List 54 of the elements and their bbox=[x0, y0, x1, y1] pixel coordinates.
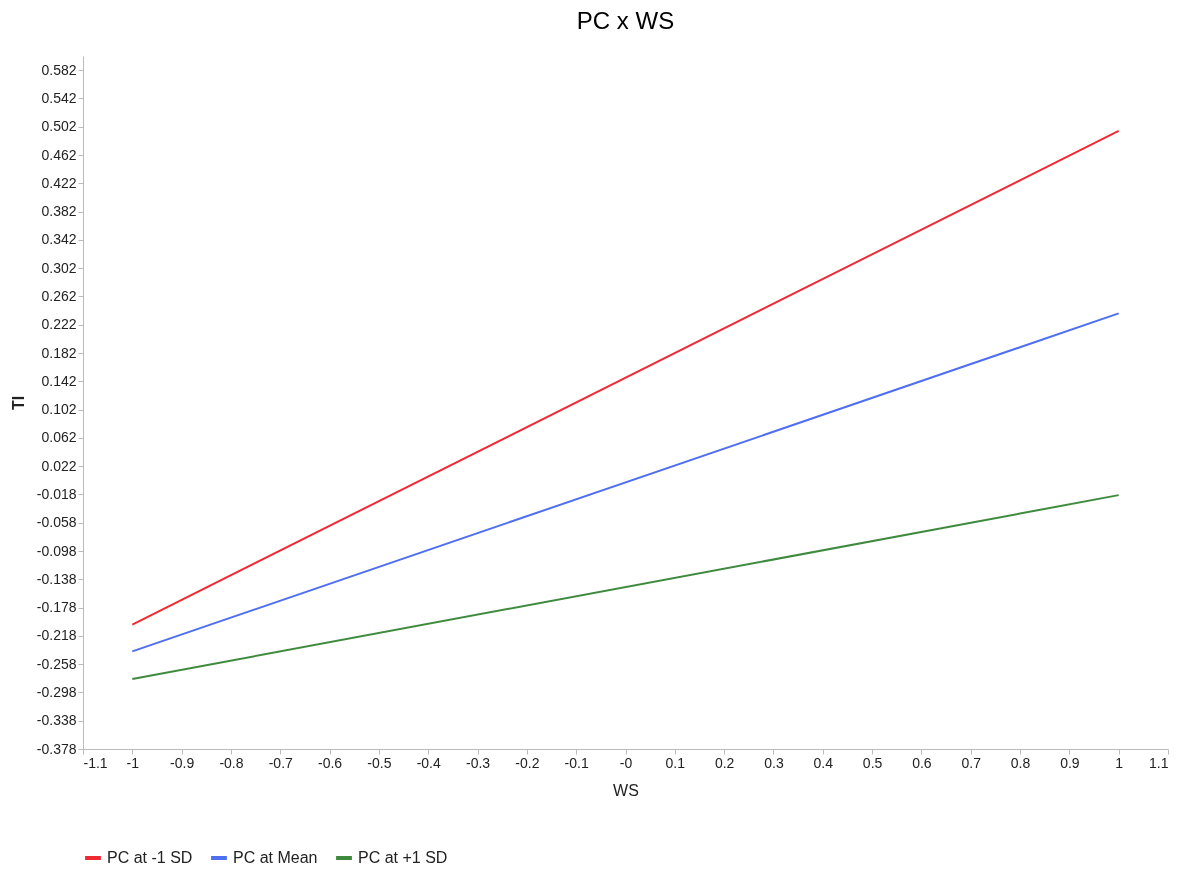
x-tick-label: -0 bbox=[619, 754, 633, 771]
x-tick-label: -0.1 bbox=[564, 754, 589, 771]
x-tick-label: 0.2 bbox=[714, 754, 735, 771]
legend-label: PC at +1 SD bbox=[358, 849, 448, 866]
y-tick-label: -0.058 bbox=[36, 514, 77, 531]
legend-label: PC at -1 SD bbox=[107, 849, 193, 866]
y-tick-label: 0.462 bbox=[41, 146, 77, 163]
x-tick-label: 0.4 bbox=[813, 754, 834, 771]
y-tick-label: 0.582 bbox=[41, 61, 77, 78]
x-tick-label: 0.7 bbox=[961, 754, 982, 771]
y-axis-title: TI bbox=[9, 395, 27, 411]
y-tick-label: -0.258 bbox=[36, 655, 77, 672]
y-tick-label: 0.262 bbox=[41, 287, 77, 304]
y-tick-label: -0.378 bbox=[36, 740, 77, 757]
y-tick-label: -0.218 bbox=[36, 627, 77, 644]
y-tick-label: -0.018 bbox=[36, 485, 77, 502]
x-tick-label: -0.8 bbox=[219, 754, 244, 771]
x-tick-label: 0.3 bbox=[764, 754, 784, 771]
y-tick-label: 0.022 bbox=[41, 457, 77, 474]
y-tick-label: 0.382 bbox=[41, 203, 77, 220]
y-tick-label: 0.102 bbox=[41, 401, 77, 418]
x-tick-label: -0.4 bbox=[416, 754, 441, 771]
y-tick-label: -0.178 bbox=[36, 599, 77, 616]
y-tick-label: -0.338 bbox=[36, 712, 77, 729]
y-tick-label: 0.142 bbox=[41, 372, 77, 389]
x-tick-label: -0.3 bbox=[465, 754, 491, 771]
y-tick-label: 0.182 bbox=[41, 344, 77, 361]
y-tick-label: 0.302 bbox=[41, 259, 77, 276]
x-tick-label: -0.9 bbox=[170, 754, 195, 771]
x-tick-label: -0.6 bbox=[318, 754, 343, 771]
x-tick-label: -0.2 bbox=[515, 754, 540, 771]
y-tick-label: 0.342 bbox=[41, 231, 77, 248]
x-tick-label: 0.1 bbox=[665, 754, 686, 771]
chart-title: PC x WS bbox=[576, 7, 675, 34]
y-tick-label: -0.298 bbox=[36, 683, 77, 700]
y-tick-label: -0.138 bbox=[36, 570, 77, 587]
y-tick-label: 0.422 bbox=[41, 174, 77, 191]
x-tick-label: 0.8 bbox=[1010, 754, 1031, 771]
y-tick-label: 0.542 bbox=[41, 89, 77, 106]
y-tick-label: 0.502 bbox=[41, 118, 77, 135]
y-tick-label: 0.222 bbox=[41, 316, 77, 333]
x-tick-label: -1.1 bbox=[83, 754, 108, 771]
x-tick-label: 0.9 bbox=[1060, 754, 1080, 771]
x-tick-label: -0.7 bbox=[268, 754, 294, 771]
x-tick-label: 0.5 bbox=[862, 754, 883, 771]
legend-label: PC at Mean bbox=[233, 849, 318, 866]
x-axis-title: WS bbox=[613, 781, 639, 799]
y-tick-label: 0.062 bbox=[41, 429, 77, 446]
y-tick-label: -0.098 bbox=[36, 542, 77, 559]
x-tick-label: 0.6 bbox=[912, 754, 932, 771]
x-tick-label: -0.5 bbox=[367, 754, 392, 771]
x-tick-label: -1 bbox=[126, 754, 140, 771]
x-tick-label: 1 bbox=[1115, 754, 1124, 771]
x-tick-label: 1.1 bbox=[1149, 754, 1169, 771]
